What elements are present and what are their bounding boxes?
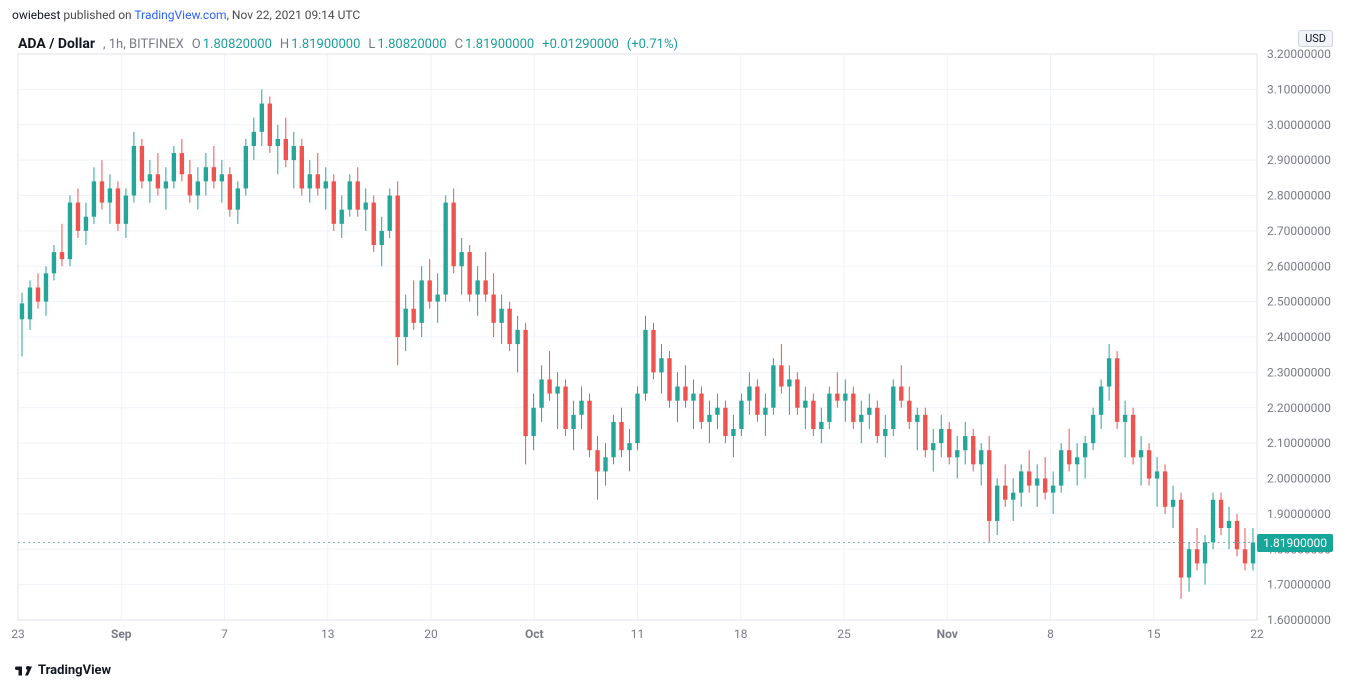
source-link[interactable]: TradingView.com [134,8,226,22]
publish-header: owiebest published on TradingView.com, N… [0,0,1345,26]
publish-timestamp: , Nov 22, 2021 09:14 UTC [227,8,361,22]
svg-text:3.00000000: 3.00000000 [1267,118,1331,132]
svg-text:2.10000000: 2.10000000 [1267,436,1331,450]
svg-text:15: 15 [1147,627,1161,641]
svg-text:2.60000000: 2.60000000 [1267,259,1331,273]
svg-text:2.80000000: 2.80000000 [1267,189,1331,203]
svg-text:1.90000000: 1.90000000 [1267,507,1331,521]
candlestick-chart[interactable]: 1.600000001.700000001.800000001.90000000… [10,28,1335,648]
symbol-ohlc-row: ADA / Dollar , 1h, BITFINEX O1.80820000 … [18,36,678,52]
brand-name: TradingView [38,663,111,678]
svg-text:3.20000000: 3.20000000 [1267,47,1331,61]
svg-text:3.10000000: 3.10000000 [1267,82,1331,96]
svg-text:1.70000000: 1.70000000 [1267,578,1331,592]
svg-text:2.90000000: 2.90000000 [1267,153,1331,167]
interval-label: 1h [109,37,123,52]
svg-text:2.20000000: 2.20000000 [1267,401,1331,415]
ohlc-high: 1.81900000 [291,37,360,52]
symbol-pair[interactable]: ADA / Dollar [18,36,95,52]
svg-text:2.70000000: 2.70000000 [1267,224,1331,238]
svg-text:2.40000000: 2.40000000 [1267,330,1331,344]
svg-text:2.00000000: 2.00000000 [1267,472,1331,486]
svg-text:22: 22 [1250,627,1264,641]
tradingview-logo-icon [14,664,32,678]
svg-text:7: 7 [221,627,228,641]
ohlc-open: 1.80820000 [203,37,272,52]
svg-text:Sep: Sep [111,627,132,641]
svg-text:1.60000000: 1.60000000 [1267,613,1331,627]
svg-text:25: 25 [837,627,851,641]
brand-footer[interactable]: TradingView [14,663,111,678]
svg-text:8: 8 [1047,627,1054,641]
ohlc-close: 1.81900000 [465,37,534,52]
exchange-label: BITFINEX [129,37,184,52]
svg-text:Nov: Nov [937,627,958,641]
chart-area[interactable]: 1.600000001.700000001.800000001.90000000… [10,28,1335,648]
svg-text:20: 20 [424,627,438,641]
svg-text:18: 18 [734,627,748,641]
svg-text:2.30000000: 2.30000000 [1267,365,1331,379]
currency-badge[interactable]: USD [1298,30,1333,47]
svg-text:Oct: Oct [525,627,544,641]
ohlc-change-pct: (+0.71%) [627,37,678,52]
svg-text:2.50000000: 2.50000000 [1267,295,1331,309]
svg-text:11: 11 [631,627,645,641]
author-name: owiebest [12,8,60,22]
last-price-flag: 1.81900000 [1257,534,1333,552]
svg-text:23: 23 [11,627,25,641]
published-prefix: published on [60,8,134,22]
ohlc-low: 1.80820000 [377,37,446,52]
svg-text:13: 13 [321,627,335,641]
ohlc-change: +0.01290000 [542,37,619,52]
